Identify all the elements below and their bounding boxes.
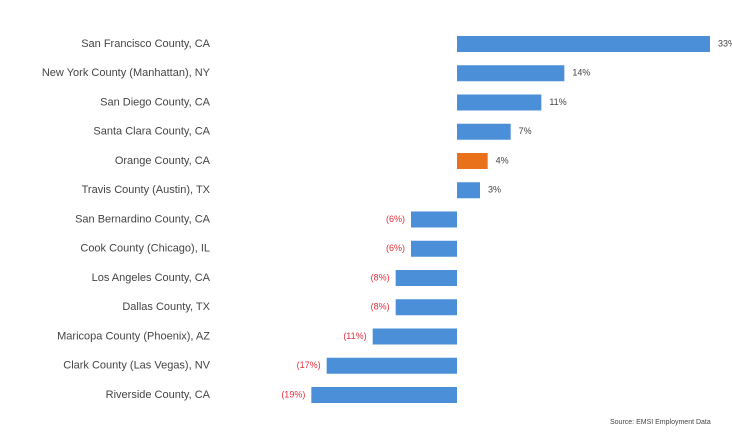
category-label: Travis County (Austin), TX <box>82 184 211 196</box>
category-label: Maricopa County (Phoenix), AZ <box>57 330 210 342</box>
bar <box>457 94 542 111</box>
value-label: 7% <box>519 126 532 136</box>
bar <box>395 270 457 286</box>
value-label: 4% <box>496 155 509 165</box>
category-label: Cook County (Chicago), IL <box>80 243 210 255</box>
bar <box>457 153 488 169</box>
category-label: San Diego County, CA <box>100 96 211 108</box>
category-label: Santa Clara County, CA <box>93 126 210 138</box>
bar <box>311 387 457 403</box>
bar <box>457 123 511 140</box>
bar <box>411 240 457 257</box>
value-label: 3% <box>488 185 501 195</box>
value-label: (17%) <box>297 360 321 370</box>
value-label: (6%) <box>386 214 405 224</box>
bar <box>326 357 457 374</box>
value-label: 11% <box>549 97 566 107</box>
category-label: Clark County (Las Vegas), NV <box>63 360 210 372</box>
value-label: (8%) <box>371 302 390 312</box>
category-label: Orange County, CA <box>115 155 211 167</box>
value-label: (19%) <box>281 389 305 399</box>
category-label: Riverside County, CA <box>106 389 211 401</box>
category-label: San Francisco County, CA <box>81 38 210 50</box>
bar <box>411 211 457 228</box>
category-label: Dallas County, TX <box>122 301 210 313</box>
bar <box>457 65 565 82</box>
category-label: San Bernardino County, CA <box>75 213 211 225</box>
value-label: 33% <box>718 38 732 48</box>
source-note: Source: EMSI Employment Data <box>610 419 711 426</box>
bar <box>395 299 457 316</box>
bar <box>457 36 710 52</box>
category-label: New York County (Manhattan), NY <box>42 67 211 79</box>
value-label: (6%) <box>386 243 405 253</box>
value-label: (8%) <box>371 272 390 282</box>
category-label: Los Angeles County, CA <box>92 272 211 284</box>
value-label: (11%) <box>343 331 366 341</box>
bar <box>372 328 457 345</box>
bar <box>457 182 480 199</box>
value-label: 14% <box>572 68 590 78</box>
